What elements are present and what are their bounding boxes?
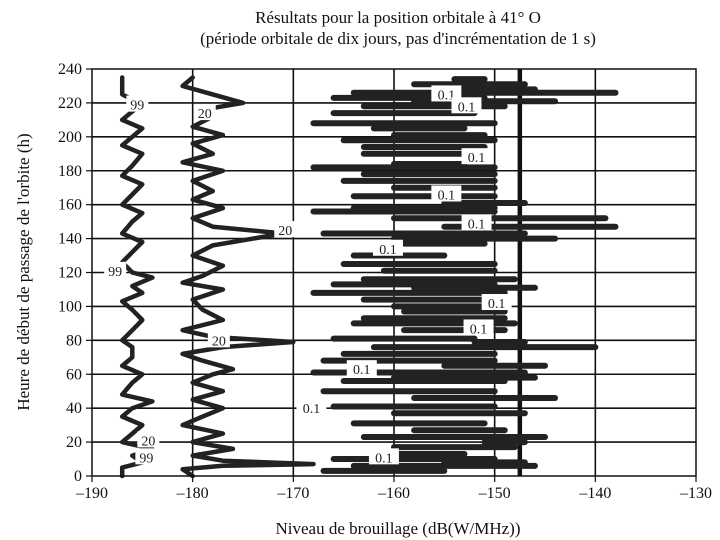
y-tick-label: 200 [58, 129, 82, 146]
chart-subtitle: (période orbitale de dix jours, pas d'in… [200, 29, 596, 48]
y-tick-label: 40 [66, 400, 82, 417]
x-tick-label: –160 [377, 485, 410, 502]
contour-label: 0.1 [375, 451, 393, 466]
contour-label-bg [461, 214, 492, 231]
y-tick-label: 140 [58, 231, 82, 248]
contour-label-bg [135, 448, 158, 465]
series-20-line [180, 75, 316, 479]
contour-label: 0.1 [470, 322, 488, 337]
contour-label-bg [368, 448, 399, 465]
series-99-line [119, 75, 155, 479]
contour-label-bg [274, 221, 297, 238]
contour-label: 99 [139, 451, 153, 466]
contour-label-bg [193, 104, 216, 121]
y-axis-label: Heure de début de passage de l'orbite (h… [14, 133, 33, 410]
y-tick-label: 160 [58, 197, 82, 214]
y-axis-ticks: 0 20 40 60 80 100 120 140 160 180 200 220 240 [58, 61, 92, 485]
contour-label-bg [207, 331, 230, 348]
contour-label-bg [463, 319, 494, 336]
contour-label: 20 [198, 107, 212, 122]
contour-label: 99 [130, 99, 144, 114]
contour-labels: 99200.10.10.10.10.1200.1990.10.1200.10.1… [104, 85, 512, 466]
y-tick-label: 0 [74, 468, 82, 485]
y-tick-label: 220 [58, 95, 82, 112]
x-axis-label: Niveau de brouillage (dB(W/MHz)) [276, 519, 521, 538]
contour-label-bg [104, 261, 127, 278]
contour-label: 0.1 [353, 363, 371, 378]
contour-label-bg [346, 360, 377, 377]
contour-label: 0.1 [379, 243, 397, 258]
contour-label-bg [461, 148, 492, 165]
contour-lines [119, 75, 316, 479]
contour-label-bg [126, 95, 149, 112]
contour-label: 0.1 [458, 100, 476, 115]
contour-label: 0.1 [438, 88, 456, 103]
contour-label: 20 [141, 434, 155, 449]
x-tick-label: –140 [578, 485, 611, 502]
y-tick-label: 120 [58, 265, 82, 282]
y-tick-label: 100 [58, 298, 82, 315]
y-tick-label: 20 [66, 434, 82, 451]
contour-label: 20 [212, 334, 226, 349]
contour-label-bg [451, 97, 482, 114]
contour-label-bg [372, 239, 403, 256]
contour-label: 0.1 [488, 297, 506, 312]
contour-label: 0.1 [468, 151, 486, 166]
y-tick-label: 240 [58, 61, 82, 78]
x-tick-label: –190 [75, 485, 108, 502]
chart-title: Résultats pour la position orbitale à 41… [255, 8, 541, 27]
contour-label: 99 [108, 265, 122, 280]
x-tick-label: –130 [679, 485, 712, 502]
contour-label-bg [137, 431, 160, 448]
contour-label-bg [431, 185, 462, 202]
y-tick-label: 180 [58, 163, 82, 180]
contour-label: 0.1 [468, 217, 486, 232]
y-tick-label: 80 [66, 332, 82, 349]
contour-label-bg [296, 399, 327, 416]
x-tick-label: –150 [478, 485, 511, 502]
x-tick-label: –180 [176, 485, 209, 502]
contour-label: 0.1 [438, 188, 456, 203]
contour-label-bg [481, 294, 512, 311]
series-0.1-streaks [310, 76, 619, 474]
x-axis-ticks: –190 –180 –170 –160 –150 –140 –130 [75, 476, 712, 502]
x-tick-label: –170 [276, 485, 309, 502]
contour-label: 0.1 [303, 402, 321, 417]
y-tick-label: 60 [66, 366, 82, 383]
contour-label: 20 [278, 224, 292, 239]
